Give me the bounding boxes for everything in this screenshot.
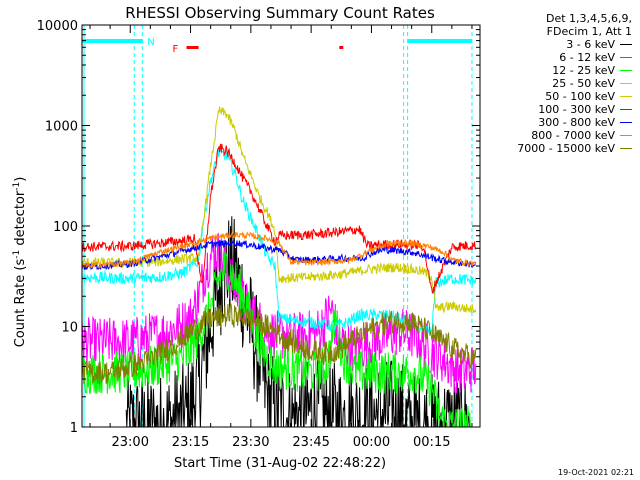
legend-entries: 3 - 6 keV 6 - 12 keV 12 - 25 keV 25 - 50 ke…: [462, 38, 632, 155]
y-axis-label: Count Rate (s-1 detector-1): [12, 177, 28, 348]
series-line: [125, 216, 472, 427]
legend-entry-label: 50 - 100 keV: [545, 90, 615, 103]
legend-header-line-2: FDecim 1, Att 1: [546, 25, 632, 38]
flare-flag-bar: [186, 46, 199, 49]
series-12-25-kev: [82, 251, 472, 427]
night-flag-bar: [407, 39, 472, 43]
x-axis-label: Start Time (31-Aug-02 22:48:22): [174, 456, 386, 471]
legend-entry: 100 - 300 keV: [462, 103, 632, 116]
flare-flag-label: F: [173, 44, 179, 55]
series-line: [82, 251, 472, 427]
y-tick-label: 10: [61, 321, 78, 336]
chart-legend: Det 1,3,4,5,6,9, FDecim 1, Att 1 3 - 6 k…: [462, 12, 632, 155]
legend-swatch: [620, 57, 632, 58]
legend-entry-label: 12 - 25 keV: [552, 64, 615, 77]
series-3-6-kev: [125, 216, 472, 427]
flare-flag-bar: [339, 46, 344, 49]
series-line: [82, 106, 477, 315]
x-tick-label: 00:15: [413, 435, 450, 450]
series-300-800-kev: [82, 239, 477, 271]
series-100-300-kev: [82, 143, 477, 294]
legend-entry: 3 - 6 keV: [462, 38, 632, 51]
legend-entry: 7000 - 15000 keV: [462, 142, 632, 155]
legend-entry-label: 7000 - 15000 keV: [517, 142, 615, 155]
series-800-7000-kev: [82, 231, 477, 269]
x-tick-label: 23:15: [172, 435, 209, 450]
legend-swatch: [620, 109, 632, 110]
legend-swatch: [620, 135, 632, 136]
legend-entry: 12 - 25 keV: [462, 64, 632, 77]
series-line: [82, 231, 477, 269]
series-7000-15000-kev: [82, 303, 477, 385]
night-flag-bar: [82, 39, 143, 43]
legend-swatch: [620, 122, 632, 123]
legend-swatch: [620, 70, 632, 71]
legend-entry-label: 300 - 800 keV: [538, 116, 615, 129]
legend-swatch: [620, 44, 632, 45]
legend-entry: 800 - 7000 keV: [462, 129, 632, 142]
y-tick-label: 1: [70, 421, 78, 436]
generation-timestamp: 19-Oct-2021 02:21: [558, 468, 634, 477]
chart-title: RHESSI Observing Summary Count Rates: [125, 4, 435, 22]
legend-entry-label: 6 - 12 keV: [559, 51, 615, 64]
legend-entry-label: 25 - 50 keV: [552, 77, 615, 90]
legend-entry: 6 - 12 keV: [462, 51, 632, 64]
legend-header-line-1: Det 1,3,4,5,6,9,: [545, 12, 632, 25]
series-line: [82, 147, 477, 334]
y-tick-label: 1000: [45, 120, 78, 135]
series-25-50-kev: [82, 147, 477, 334]
legend-entry-label: 100 - 300 keV: [538, 103, 615, 116]
series-line: [82, 303, 477, 385]
x-tick-label: 23:45: [292, 435, 329, 450]
x-tick-label: 00:00: [353, 435, 390, 450]
y-tick-label: 10000: [37, 19, 78, 34]
legend-swatch: [620, 83, 632, 84]
y-tick-label: 100: [53, 220, 78, 235]
legend-entry-label: 3 - 6 keV: [566, 38, 615, 51]
legend-swatch: [620, 148, 632, 149]
series-line: [82, 239, 477, 271]
legend-entry: 50 - 100 keV: [462, 90, 632, 103]
night-flag-label: N: [147, 37, 154, 48]
series-line: [82, 143, 477, 294]
series-50-100-kev: [82, 106, 477, 315]
legend-swatch: [620, 96, 632, 97]
legend-entry-label: 800 - 7000 keV: [531, 129, 615, 142]
legend-entry: 300 - 800 keV: [462, 116, 632, 129]
legend-entry: 25 - 50 keV: [462, 77, 632, 90]
x-tick-label: 23:00: [112, 435, 149, 450]
x-tick-label: 23:30: [232, 435, 269, 450]
